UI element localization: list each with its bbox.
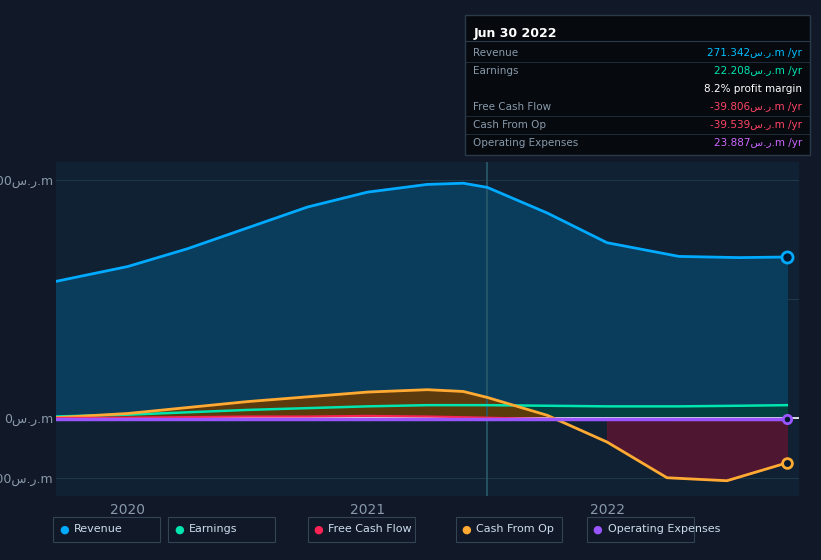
- Text: ●: ●: [593, 524, 603, 534]
- Text: Earnings: Earnings: [473, 66, 519, 76]
- Text: ●: ●: [314, 524, 323, 534]
- Text: Jun 30 2022: Jun 30 2022: [473, 27, 557, 40]
- Text: ●: ●: [174, 524, 184, 534]
- Text: -39.539س.ر.m /yr: -39.539س.ر.m /yr: [710, 120, 802, 130]
- Text: Free Cash Flow: Free Cash Flow: [328, 524, 412, 534]
- Text: Revenue: Revenue: [74, 524, 122, 534]
- Text: 23.887س.ر.m /yr: 23.887س.ر.m /yr: [713, 138, 802, 148]
- Text: Cash From Op: Cash From Op: [473, 120, 546, 130]
- Text: 22.208س.ر.m /yr: 22.208س.ر.m /yr: [713, 66, 802, 76]
- Text: Free Cash Flow: Free Cash Flow: [473, 102, 552, 112]
- Text: 271.342س.ر.m /yr: 271.342س.ر.m /yr: [707, 48, 802, 58]
- Text: ●: ●: [59, 524, 69, 534]
- Text: Operating Expenses: Operating Expenses: [608, 524, 720, 534]
- Text: Operating Expenses: Operating Expenses: [473, 138, 579, 148]
- Text: Revenue: Revenue: [473, 48, 518, 58]
- Text: -39.806س.ر.m /yr: -39.806س.ر.m /yr: [710, 102, 802, 112]
- Text: 8.2% profit margin: 8.2% profit margin: [704, 84, 802, 94]
- Text: Earnings: Earnings: [189, 524, 237, 534]
- Text: Cash From Op: Cash From Op: [476, 524, 554, 534]
- Text: ●: ●: [461, 524, 471, 534]
